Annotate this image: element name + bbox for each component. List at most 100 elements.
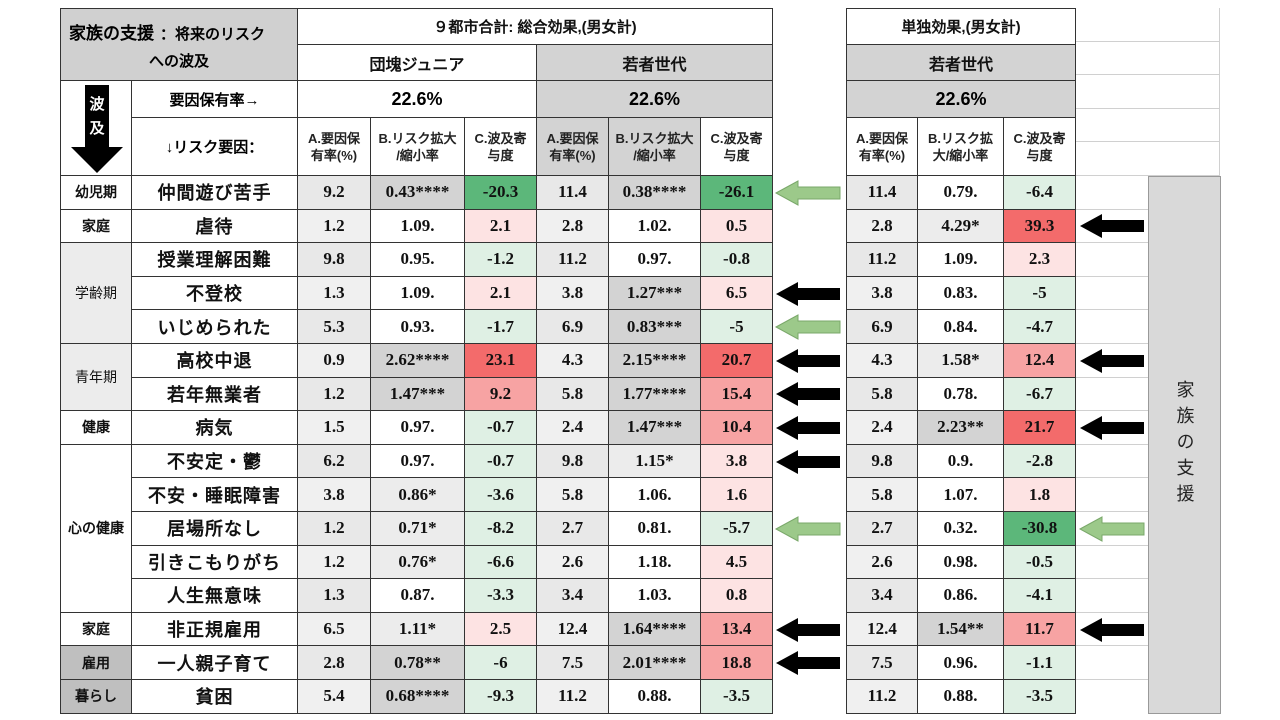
left-arrow-icon [1080, 416, 1144, 440]
category-label-text: 家庭 [82, 217, 110, 234]
col-header-b: B.リスク拡大/縮小率 [609, 118, 701, 176]
value-a-text: 6.5 [323, 619, 345, 639]
value-a-text: 3.8 [561, 283, 584, 303]
value-b: 0.81. [609, 512, 701, 546]
value-a-text: 1.2 [323, 215, 345, 235]
value-c: -1.2 [465, 243, 537, 277]
value-b: 1.15* [609, 444, 701, 479]
value-b: 1.09. [371, 209, 465, 244]
value-c: 1.6 [701, 478, 773, 512]
group-header-single: 単独効果,(男女計) [846, 8, 1076, 45]
value-b: 0.83*** [609, 310, 701, 344]
value-c: -3.3 [465, 579, 537, 613]
risk-row-label: 不安・睡眠障害 [132, 478, 298, 512]
value-b-text: 1.06. [637, 484, 672, 504]
risk-name: いじめられた [157, 317, 272, 338]
value-a-text: 6.9 [561, 316, 584, 336]
value-c: 15.4 [701, 377, 773, 412]
value-c: -9.3 [465, 680, 537, 714]
col-header-a: A.要因保 有率(%) [298, 118, 371, 176]
value-c: -20.3 [465, 176, 537, 210]
value-c: -2.8 [1004, 444, 1076, 479]
value-c-text: -3.5 [1026, 686, 1053, 706]
value-b: 0.88. [609, 680, 701, 714]
value-b: 1.58* [918, 344, 1004, 378]
value-c: -30.8 [1004, 512, 1076, 546]
risk-name: 一人親子育て [157, 653, 272, 674]
category-label: 心の健康 [60, 444, 132, 613]
col-header-line: 大/縮小率 [932, 147, 989, 163]
value-a: 6.9 [846, 310, 918, 344]
value-c-text: -4.7 [1026, 316, 1053, 336]
value-c-text: 18.8 [721, 652, 752, 672]
value-b-text: 1.64**** [622, 619, 687, 639]
col-header-line: /縮小率 [396, 147, 439, 163]
category-label: 健康 [60, 411, 132, 445]
risk-name: 居場所なし [167, 519, 262, 540]
value-b: 0.95. [371, 243, 465, 277]
value-b-text: 0.43**** [385, 182, 450, 202]
value-a-text: 12.4 [867, 619, 897, 639]
value-a-text: 7.5 [871, 652, 893, 672]
value-a: 11.4 [537, 176, 609, 210]
value-a-text: 5.3 [323, 316, 345, 336]
value-b-text: 1.07. [943, 484, 978, 504]
value-a: 1.2 [298, 545, 371, 580]
value-b-text: 1.09. [400, 283, 435, 303]
value-c-text: -2.8 [1026, 451, 1053, 471]
left-arrow-icon [774, 515, 841, 542]
rate-label: 要因保有率→ [132, 81, 298, 118]
value-c-text: 20.7 [721, 350, 752, 370]
value-c-text: 1.6 [725, 484, 748, 504]
value-a-text: 1.2 [323, 518, 345, 538]
value-a-text: 9.8 [323, 249, 345, 269]
left-arrow-icon [776, 348, 840, 373]
category-label-text: 雇用 [82, 654, 110, 671]
grid-cell [1076, 41, 1220, 76]
value-c: -4.1 [1004, 579, 1076, 613]
value-c: 4.5 [701, 545, 773, 580]
risk-name: 不安・睡眠障害 [148, 485, 281, 506]
value-a-text: 11.2 [558, 249, 587, 269]
value-a: 4.3 [537, 344, 609, 378]
value-a-text: 9.8 [561, 451, 584, 471]
value-b: 0.9. [918, 444, 1004, 479]
value-c-text: 1.8 [1028, 484, 1051, 504]
value-b-text: 1.02. [637, 215, 672, 235]
value-b-text: 0.79. [943, 182, 978, 202]
value-c-text: 10.4 [721, 417, 752, 437]
value-a: 6.2 [298, 444, 371, 479]
value-c-text: -3.5 [723, 686, 750, 706]
value-c: 1.8 [1004, 478, 1076, 512]
value-b-text: 1.47*** [389, 383, 446, 403]
value-c-text: -1.2 [487, 249, 514, 269]
value-a-text: 4.3 [561, 350, 584, 370]
col-header-line: B.リスク拡大 [615, 130, 694, 146]
rate-single: 22.6% [846, 81, 1076, 118]
col-header-line: A.要因保 [546, 130, 599, 146]
value-b-text: 0.86. [943, 585, 978, 605]
col-header-c: C.波及寄 与度 [465, 118, 537, 176]
value-c-text: 9.2 [489, 383, 512, 403]
value-b: 1.06. [609, 478, 701, 512]
down-arrow-icon [71, 84, 123, 173]
value-c-text: -9.3 [487, 686, 514, 706]
category-label: 家庭 [60, 209, 132, 244]
value-a: 11.4 [846, 176, 918, 210]
risk-name: 人生無意味 [167, 586, 262, 607]
risk-name: 若年無業者 [167, 384, 262, 405]
value-a: 1.2 [298, 209, 371, 244]
risk-row-label: 貧困 [132, 680, 298, 714]
value-c: -0.5 [1004, 545, 1076, 580]
value-c-text: 23.1 [485, 350, 516, 370]
value-c-text: -20.3 [482, 182, 519, 202]
value-b: 0.93. [371, 310, 465, 344]
risk-label: ↓リスク要因： [132, 118, 298, 176]
value-b: 1.54** [918, 612, 1004, 647]
value-b: 2.01**** [609, 646, 701, 680]
value-b: 0.86. [918, 579, 1004, 613]
value-a: 9.8 [846, 444, 918, 479]
value-c: 13.4 [701, 612, 773, 647]
value-a-text: 2.6 [871, 551, 893, 571]
value-a: 2.8 [846, 209, 918, 244]
